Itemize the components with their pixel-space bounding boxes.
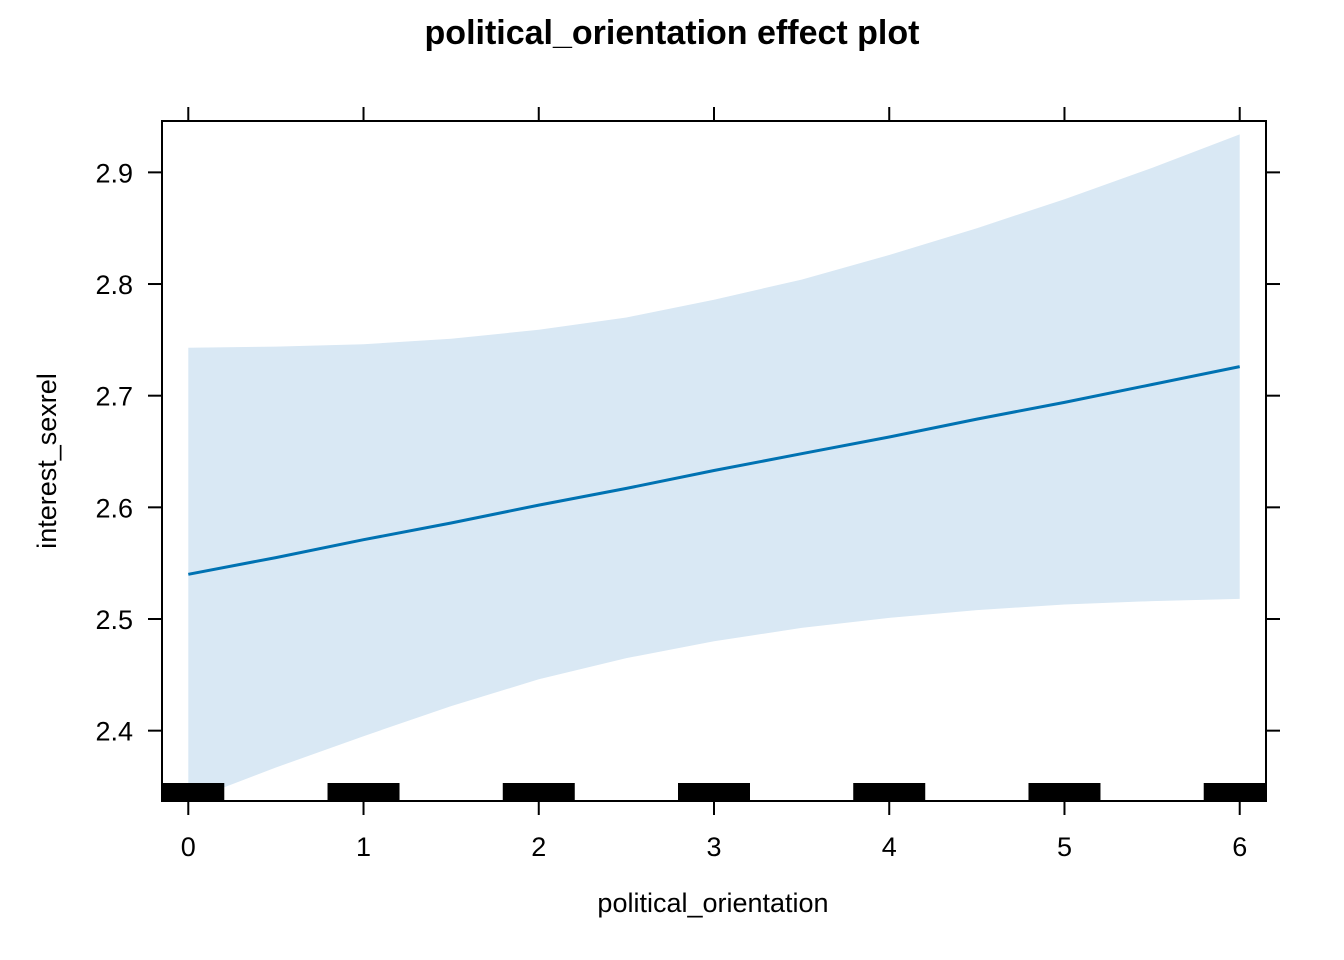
y-tick-label: 2.6 — [95, 493, 133, 523]
rug-mark — [678, 783, 750, 801]
y-tick-label: 2.8 — [95, 270, 133, 300]
y-tick-label: 2.9 — [95, 158, 133, 188]
x-tick-label: 1 — [356, 832, 371, 862]
rug-mark — [1028, 783, 1101, 801]
x-tick-label: 3 — [706, 832, 721, 862]
rug-mark — [853, 783, 926, 801]
x-tick-label: 2 — [531, 832, 546, 862]
y-tick-label: 2.4 — [95, 717, 133, 747]
confidence-band — [188, 134, 1240, 801]
x-axis-label: political_orientation — [597, 888, 828, 918]
y-tick-label: 2.7 — [95, 382, 133, 412]
axes: 0 1 2 3 4 5 6 2.4 2.5 2.6 2.7 2.8 2.9 — [95, 107, 1280, 862]
y-axis-label: interest_sexrel — [32, 373, 62, 549]
plot-area — [162, 134, 1266, 801]
rug-mark — [1203, 783, 1266, 801]
fit-line — [188, 365, 1241, 576]
x-tick-label: 4 — [882, 832, 897, 862]
chart-title: political_orientation effect plot — [425, 14, 920, 52]
panel — [162, 134, 1266, 801]
x-tick-label: 0 — [181, 832, 196, 862]
x-tick-label: 6 — [1232, 832, 1247, 862]
rug-mark — [502, 783, 575, 801]
x-tick-label: 5 — [1057, 832, 1072, 862]
rug-mark — [162, 783, 225, 801]
y-tick-label: 2.5 — [95, 605, 133, 635]
rug-mark — [327, 783, 400, 801]
